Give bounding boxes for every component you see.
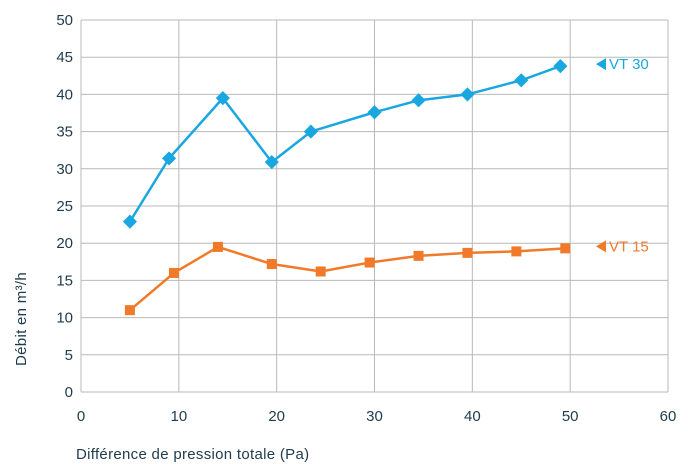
data-point-square-marker	[168, 267, 179, 278]
y-tick-label: 0	[65, 384, 73, 401]
x-tick-label: 20	[268, 408, 285, 425]
data-point-square-marker	[560, 243, 571, 254]
data-point-diamond-marker	[367, 105, 382, 120]
x-tick-label: 30	[366, 408, 383, 425]
x-tick-label: 50	[562, 408, 579, 425]
y-tick-label: 10	[56, 310, 73, 327]
y-tick-label: 40	[56, 86, 73, 103]
x-tick-label: 40	[464, 408, 481, 425]
data-point-square-marker	[511, 246, 522, 257]
series-vt-15: VT 15	[124, 238, 649, 316]
y-tick-label: 30	[56, 161, 73, 178]
x-axis-ticks: 0 10 20 30 40 50 60	[77, 408, 677, 425]
data-point-diamond-marker	[460, 87, 475, 102]
label-arrow-icon	[596, 240, 606, 253]
y-tick-label: 45	[56, 49, 73, 66]
y-axis-title: Débit en m³/h	[13, 272, 30, 366]
x-tick-label: 60	[660, 408, 677, 425]
x-tick-label: 0	[77, 408, 85, 425]
y-tick-label: 35	[56, 124, 73, 141]
y-tick-label: 20	[56, 235, 73, 252]
data-point-square-marker	[212, 241, 223, 252]
y-tick-label: 25	[56, 198, 73, 215]
series-line	[129, 245, 566, 312]
series-label: VT 30	[609, 56, 649, 73]
y-tick-label: 15	[56, 272, 73, 289]
data-point-diamond-marker	[411, 93, 426, 108]
series-layer: VT 30 VT 15	[122, 56, 649, 316]
label-arrow-icon	[596, 58, 606, 71]
data-point-diamond-marker	[553, 59, 568, 74]
data-point-square-marker	[413, 250, 424, 261]
x-axis-title: Différence de pression totale (Pa)	[76, 446, 309, 463]
series-label: VT 15	[609, 238, 649, 255]
data-point-diamond-marker	[514, 73, 529, 88]
y-axis-ticks: 0 5 10 15 20 25 30 35 40 45 50	[56, 12, 73, 401]
data-point-square-marker	[364, 257, 375, 268]
data-point-diamond-marker	[122, 214, 137, 229]
grid	[80, 19, 669, 393]
data-point-square-marker	[462, 247, 473, 258]
data-point-diamond-marker	[264, 155, 279, 170]
data-point-square-marker	[124, 305, 135, 316]
series-vt-30: VT 30	[122, 56, 649, 229]
x-tick-label: 10	[170, 408, 187, 425]
data-point-square-marker	[315, 266, 326, 277]
data-point-diamond-marker	[161, 151, 177, 166]
series-line	[128, 64, 561, 223]
y-tick-label: 5	[65, 347, 73, 364]
y-tick-label: 50	[56, 12, 73, 29]
data-point-square-marker	[266, 259, 277, 270]
